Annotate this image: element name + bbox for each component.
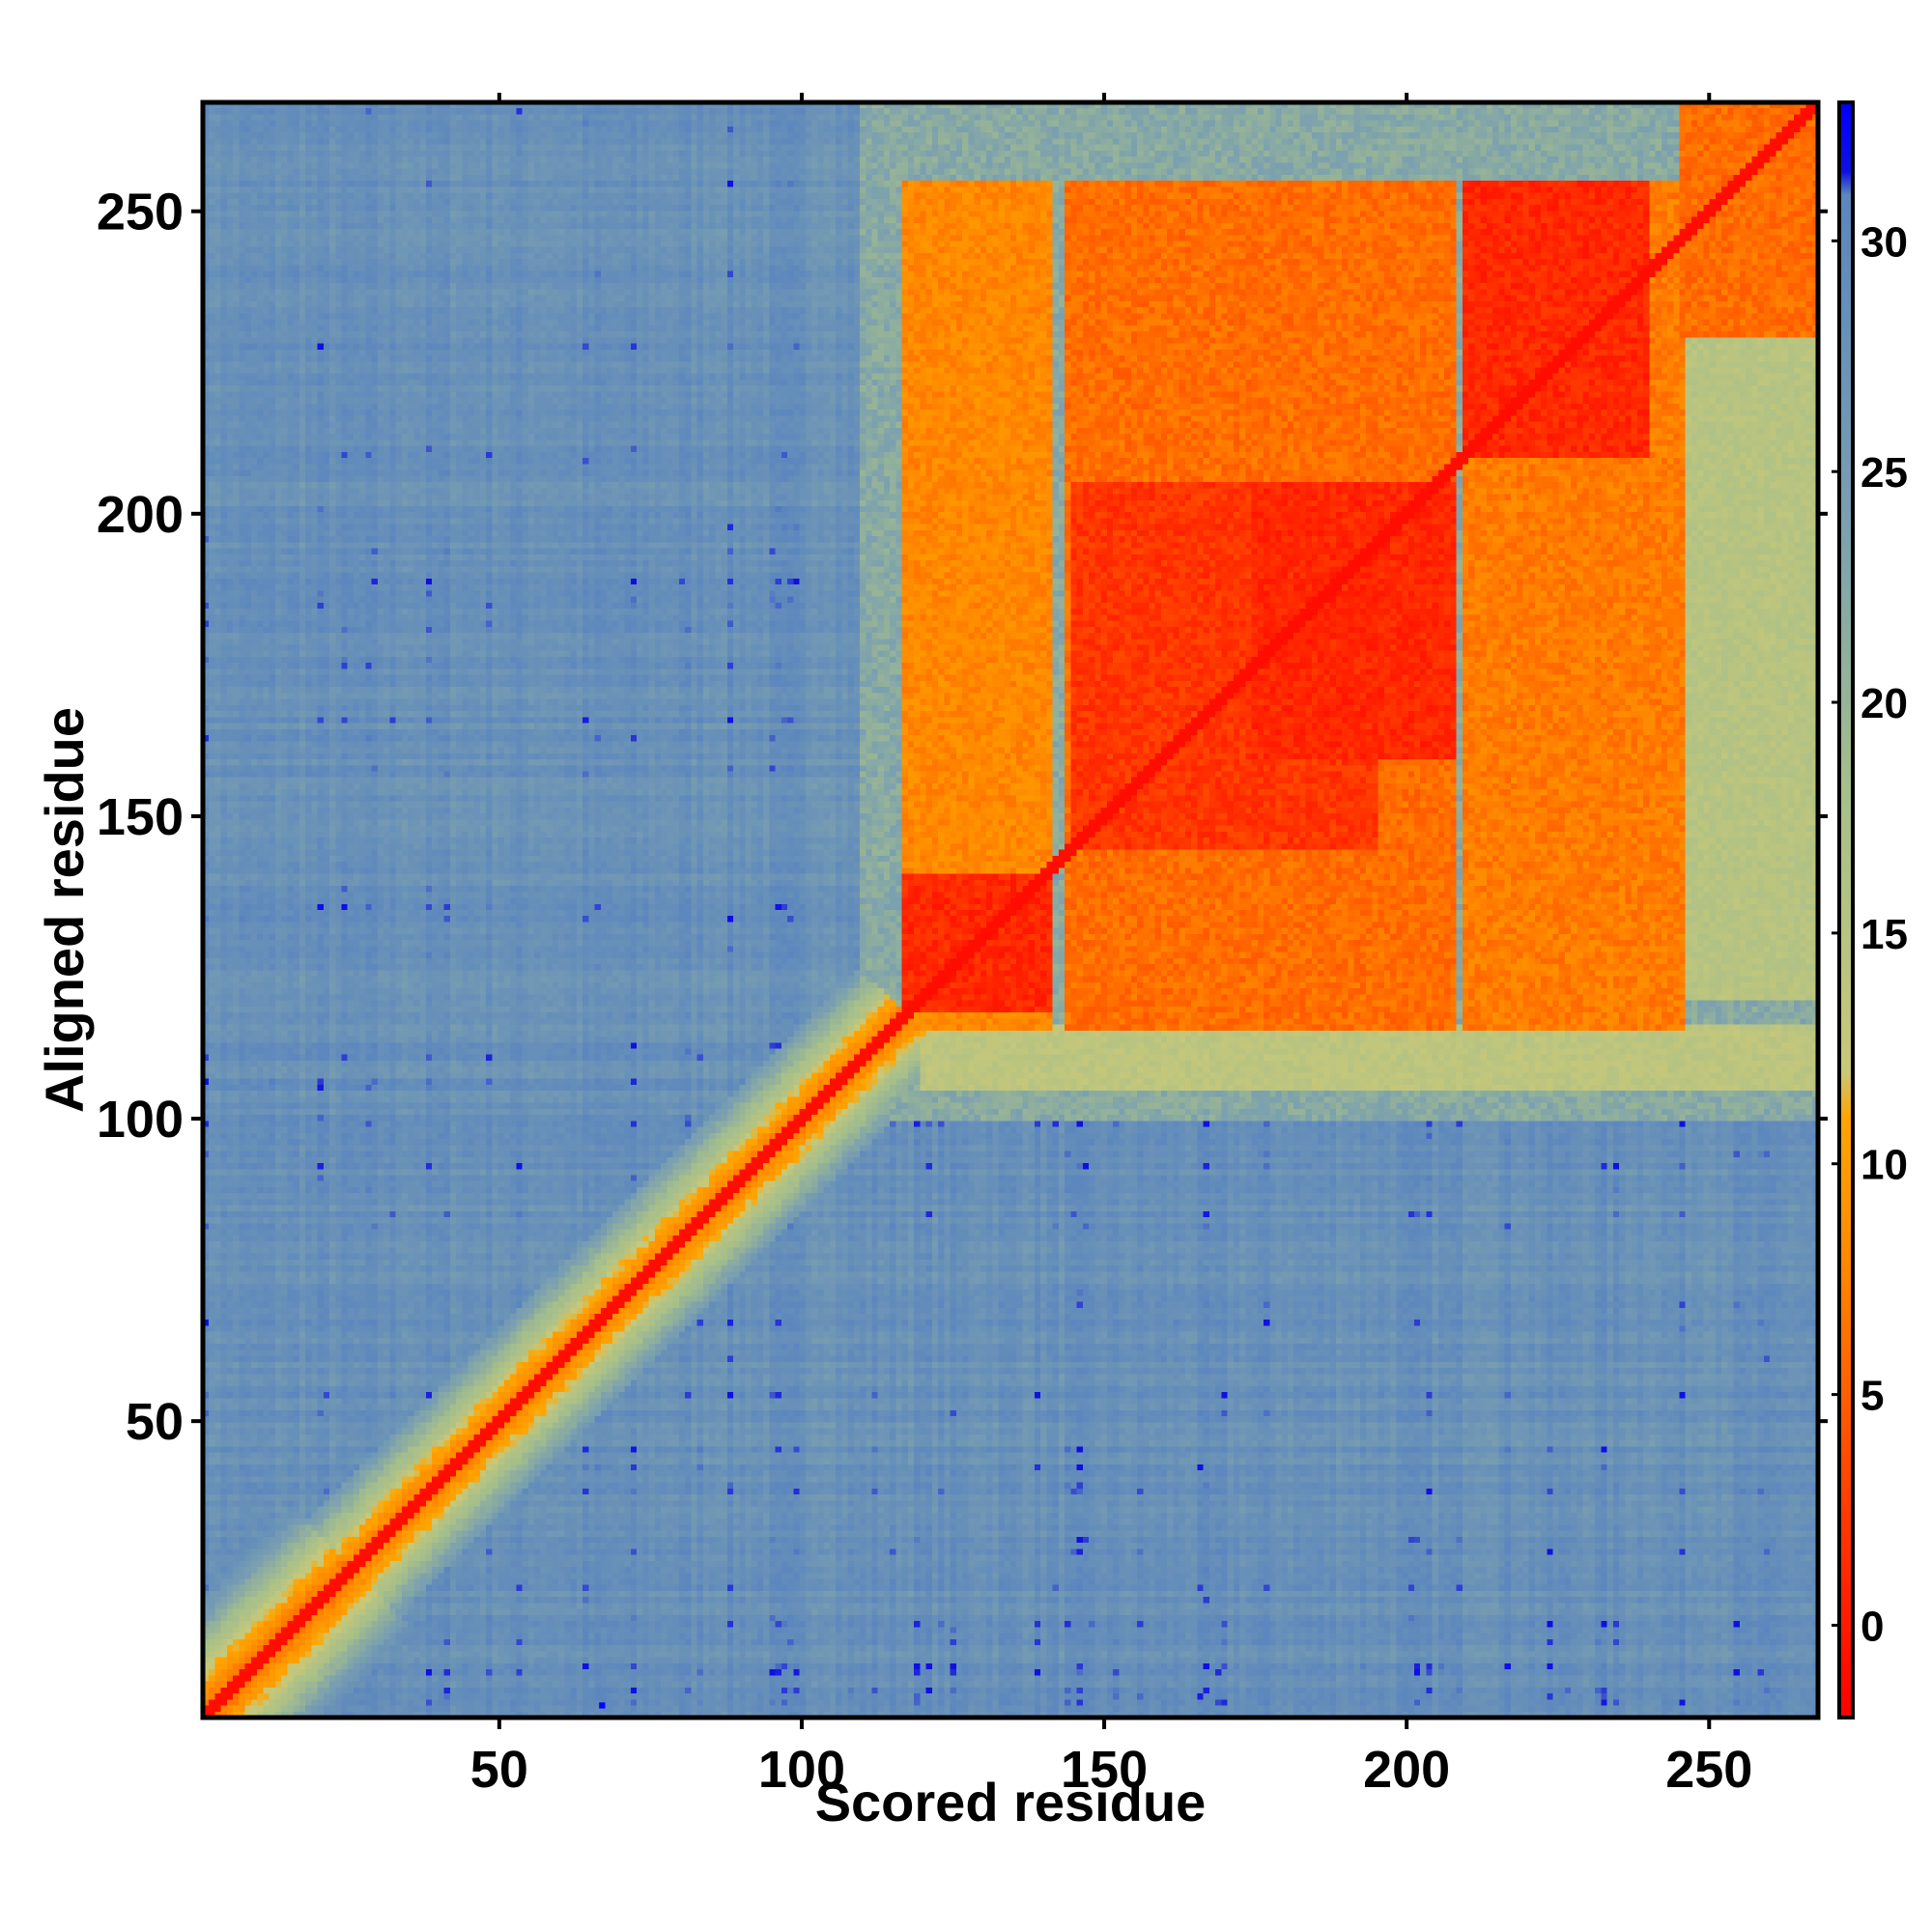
plot-frame (200, 99, 1821, 1720)
heatmap-canvas-holder (203, 102, 1818, 1718)
colorbar-tick-label: 10 (1861, 1142, 1908, 1189)
x-tick-label: 250 (1665, 1741, 1752, 1799)
x-axis: 50 100 150 200 250 (470, 1718, 1752, 1799)
colorbar-tick-label: 15 (1861, 911, 1908, 958)
y-tick-label: 100 (97, 1091, 184, 1149)
y-axis: 50 100 150 200 250 (97, 184, 203, 1451)
colorbar: 0 5 10 15 20 25 30 (1832, 100, 1908, 1719)
colorbar-tick-label: 0 (1861, 1603, 1884, 1650)
right-axis-ticks (1818, 209, 1828, 1424)
y-tick-label: 250 (97, 184, 184, 242)
x-tick-label: 100 (758, 1741, 845, 1799)
top-axis-ticks (497, 93, 1712, 102)
colorbar-ticks: 0 5 10 15 20 25 30 (1832, 218, 1908, 1650)
colorbar-tick-label: 25 (1861, 449, 1908, 497)
y-tick-label: 200 (97, 486, 184, 544)
colorbar-tick-label: 5 (1861, 1373, 1884, 1420)
y-tick-label: 50 (126, 1393, 184, 1451)
colorbar-tick-label: 30 (1861, 218, 1908, 266)
outlier-cells (599, 1702, 606, 1709)
x-tick-label: 50 (470, 1741, 528, 1799)
plot-area (200, 99, 1821, 1720)
x-tick-label: 150 (1061, 1741, 1148, 1799)
outlier-cell (599, 1702, 606, 1709)
colorbar-frame (1837, 100, 1855, 1719)
colorbar-tick-label: 20 (1861, 680, 1908, 727)
heatmap-cells (203, 102, 1818, 1718)
x-axis-title: Scored residue (815, 1772, 1207, 1833)
y-tick-label: 150 (97, 788, 184, 846)
y-axis-title: Aligned residue (34, 707, 95, 1113)
colorbar-fill (1839, 102, 1853, 1718)
x-tick-label: 200 (1363, 1741, 1450, 1799)
